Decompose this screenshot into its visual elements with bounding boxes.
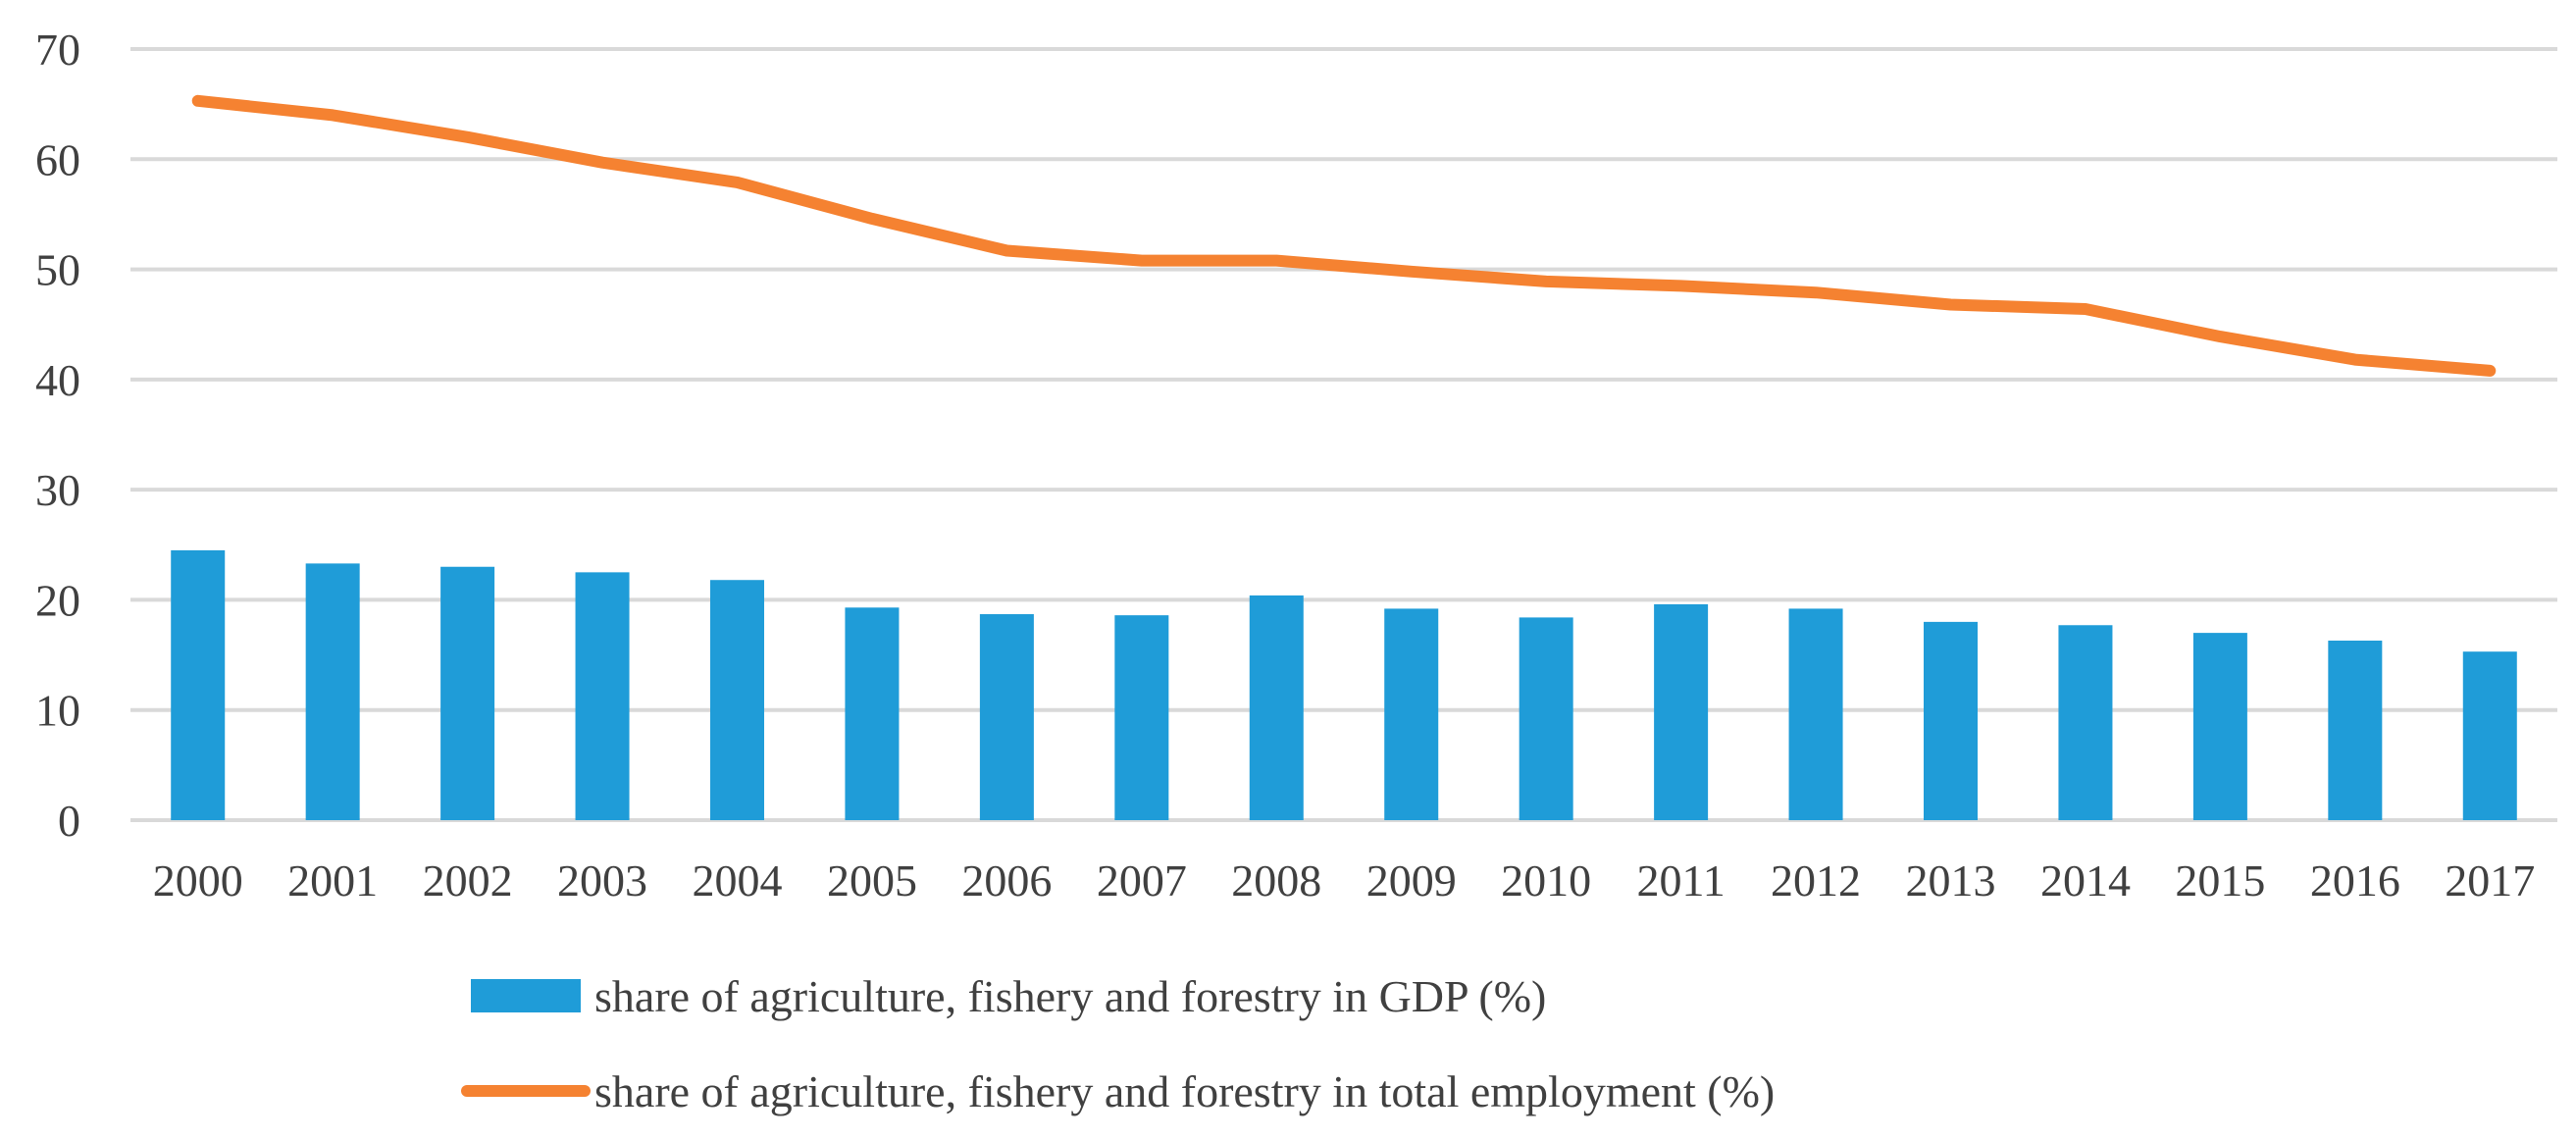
y-tick-label: 70	[35, 25, 80, 75]
y-tick-label: 50	[35, 245, 80, 295]
bar-2003	[575, 572, 630, 820]
x-tick-label: 2009	[1366, 855, 1457, 906]
bar-series-gdp	[171, 549, 2517, 820]
y-tick-label: 10	[35, 686, 80, 736]
employment-point-2000	[197, 100, 199, 102]
employment-point-2005	[871, 218, 873, 220]
y-axis-ticks: 0 10 20 30 40 50 60 70	[35, 25, 80, 846]
y-tick-label: 30	[35, 465, 80, 515]
bar-2006	[979, 614, 1034, 820]
x-tick-label: 2015	[2175, 855, 2265, 906]
legend-label-employment: share of agriculture, fishery and forest…	[594, 1066, 1775, 1116]
x-tick-label: 2003	[557, 855, 647, 906]
y-tick-label: 40	[35, 355, 80, 405]
employment-point-2011	[1680, 285, 1682, 286]
x-tick-label: 2007	[1097, 855, 1187, 906]
bar-2014	[2058, 625, 2113, 820]
x-tick-label: 2011	[1636, 855, 1725, 906]
bar-2016	[2328, 640, 2383, 820]
bar-2000	[171, 549, 226, 820]
x-tick-label: 2001	[287, 855, 378, 906]
x-tick-label: 2016	[2310, 855, 2400, 906]
y-tick-label: 0	[58, 796, 80, 846]
employment-point-2004	[737, 181, 739, 183]
employment-point-2007	[1141, 260, 1143, 262]
bar-2012	[1788, 608, 1843, 820]
y-tick-label: 60	[35, 134, 80, 184]
legend-swatch-gdp	[471, 979, 581, 1012]
employment-point-2014	[2085, 308, 2087, 310]
x-tick-label: 2017	[2445, 855, 2535, 906]
line-series-employment	[191, 94, 2497, 377]
bar-2015	[2192, 633, 2247, 820]
employment-point-2015	[2219, 336, 2221, 337]
legend: share of agriculture, fishery and forest…	[461, 971, 1775, 1116]
x-tick-label: 2014	[2040, 855, 2131, 906]
x-tick-label: 2005	[827, 855, 917, 906]
legend-label-gdp: share of agriculture, fishery and forest…	[594, 971, 1546, 1021]
x-tick-label: 2002	[423, 855, 513, 906]
bar-2002	[440, 566, 495, 820]
y-tick-label: 20	[35, 575, 80, 625]
employment-point-2002	[467, 136, 469, 138]
bar-2001	[305, 563, 360, 820]
employment-point-2010	[1545, 281, 1547, 283]
x-tick-label: 2010	[1501, 855, 1591, 906]
x-tick-label: 2013	[1906, 855, 1996, 906]
bar-2017	[2462, 651, 2517, 820]
employment-point-2016	[2354, 359, 2356, 361]
bar-2009	[1384, 608, 1439, 820]
employment-point-2012	[1815, 291, 1817, 293]
x-tick-label: 2008	[1231, 855, 1321, 906]
bar-2008	[1249, 595, 1304, 820]
bar-2010	[1519, 617, 1573, 820]
employment-point-2001	[332, 114, 334, 116]
employment-point-2003	[601, 162, 603, 164]
x-axis-ticks: 2000 2001 2002 2003 2004 2005 2006 2007 2008 2009…	[153, 855, 2536, 906]
x-tick-label: 2012	[1771, 855, 1861, 906]
bar-2005	[845, 607, 900, 820]
bar-2004	[710, 580, 764, 820]
bar-2007	[1114, 615, 1169, 820]
employment-point-2006	[1005, 249, 1007, 251]
employment-point-2013	[1950, 304, 1952, 306]
bar-2013	[1924, 621, 1978, 820]
bar-2011	[1654, 603, 1709, 820]
employment-point-2008	[1275, 260, 1277, 262]
employment-line	[191, 94, 2497, 377]
x-tick-label: 2004	[693, 855, 783, 906]
employment-point-2017	[2489, 370, 2491, 372]
employment-point-2009	[1411, 271, 1413, 273]
x-tick-label: 2006	[961, 855, 1052, 906]
x-tick-label: 2000	[153, 855, 243, 906]
